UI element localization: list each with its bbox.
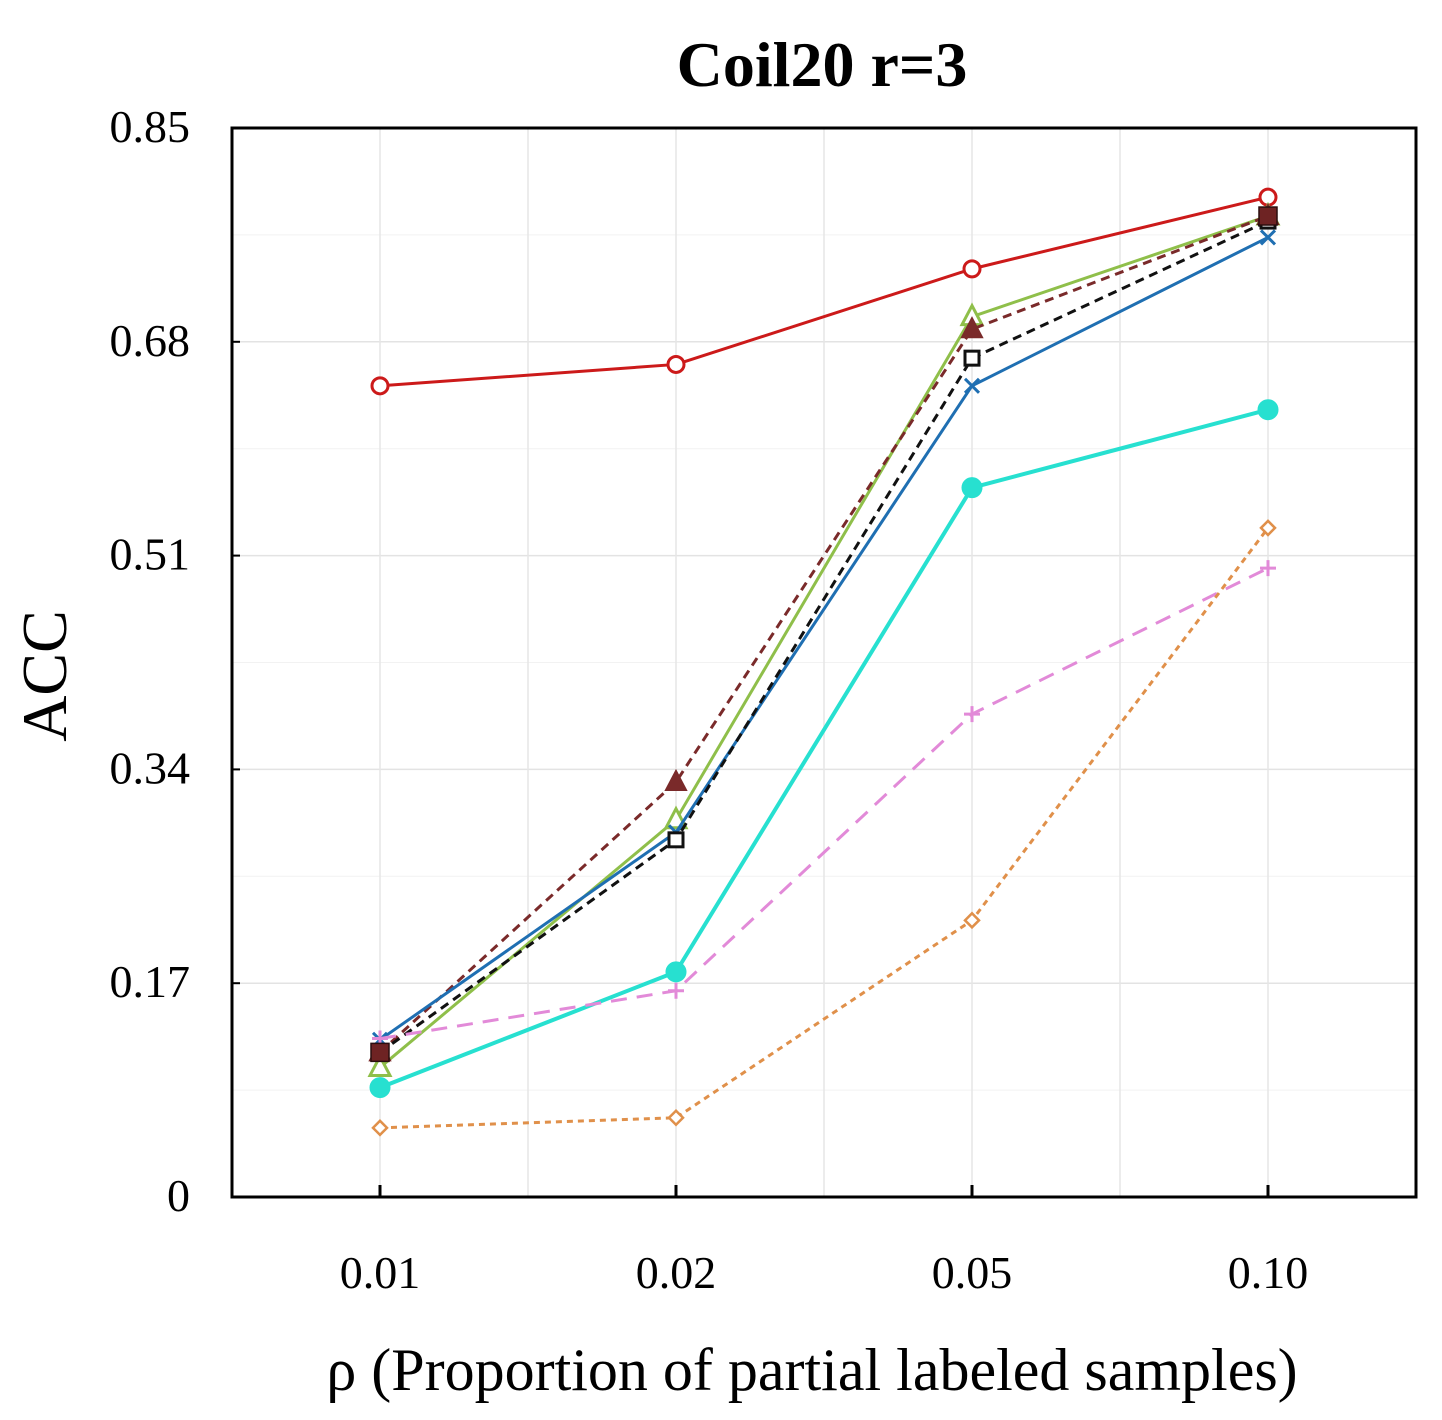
point-orange-diamond (667, 1109, 685, 1127)
series-line-cyan-dot (379, 407, 1269, 1090)
chart-title: Coil20 r=3 (677, 29, 968, 100)
series-line-red-circle (379, 195, 1269, 388)
point-orange-diamond (963, 911, 981, 930)
series-lines (367, 187, 1281, 1137)
y-tick-label: 0.51 (110, 529, 191, 580)
point-green-triangle (367, 1053, 393, 1077)
point-green-triangle (663, 805, 689, 830)
series-line-green-triangle (379, 214, 1269, 1069)
point-cyan-dot (961, 477, 983, 499)
series-orange-diamond (371, 519, 1277, 1137)
series-cyan-dot (369, 399, 1279, 1099)
point-blue-x (963, 377, 981, 394)
point-cyan-dot (665, 961, 687, 983)
x-tick-label: 0.05 (932, 1247, 1013, 1298)
point-cyan-dot (369, 1077, 391, 1099)
x-axis-label: ρ (Proportion of partial labeled samples… (326, 1337, 1297, 1403)
y-tick-label: 0.85 (110, 101, 191, 152)
point-brown-triangle (960, 316, 984, 339)
series-line-blue-x (379, 236, 1269, 1042)
point-red-circle (370, 376, 390, 396)
series-maroon-square (370, 206, 1278, 1063)
series-line-black-square (379, 219, 1269, 1054)
point-maroon-square (1258, 206, 1278, 226)
series-black-square (371, 212, 1277, 1061)
y-tick-label: 0.34 (110, 742, 191, 793)
point-cyan-dot (1257, 399, 1279, 421)
y-ticks: 0 0.17 0.34 0.51 0.68 0.85 (110, 101, 240, 1221)
plot-frame (230, 126, 1418, 1199)
x-tick-label: 0.10 (1228, 1247, 1309, 1298)
point-pink-plus (668, 982, 684, 999)
series-line-pink-plus (379, 566, 1269, 1041)
point-blue-x (1259, 229, 1277, 246)
point-pink-plus (1260, 560, 1276, 577)
x-tick-label: 0.01 (340, 1247, 421, 1298)
series-line-orange-diamond (379, 527, 1270, 1130)
y-axis-label: ACC (9, 610, 80, 742)
grid (232, 128, 1416, 1197)
point-red-circle (666, 354, 686, 374)
point-red-circle (962, 259, 982, 279)
point-orange-diamond (371, 1119, 389, 1137)
point-pink-plus (964, 706, 980, 723)
series-line-brown-triangle (378, 214, 1269, 1054)
point-maroon-square (370, 1042, 390, 1063)
x-tick-label: 0.02 (636, 1247, 717, 1298)
y-tick-label: 0.68 (110, 315, 191, 366)
y-tick-label: 0.17 (110, 956, 191, 1007)
x-ticks: 0.01 0.02 0.05 0.10 (340, 1185, 1309, 1298)
point-brown-triangle (664, 768, 688, 791)
point-black-square (963, 349, 981, 367)
point-orange-diamond (1259, 519, 1277, 537)
y-tick-label: 0 (167, 1170, 190, 1221)
point-black-square (667, 831, 685, 849)
